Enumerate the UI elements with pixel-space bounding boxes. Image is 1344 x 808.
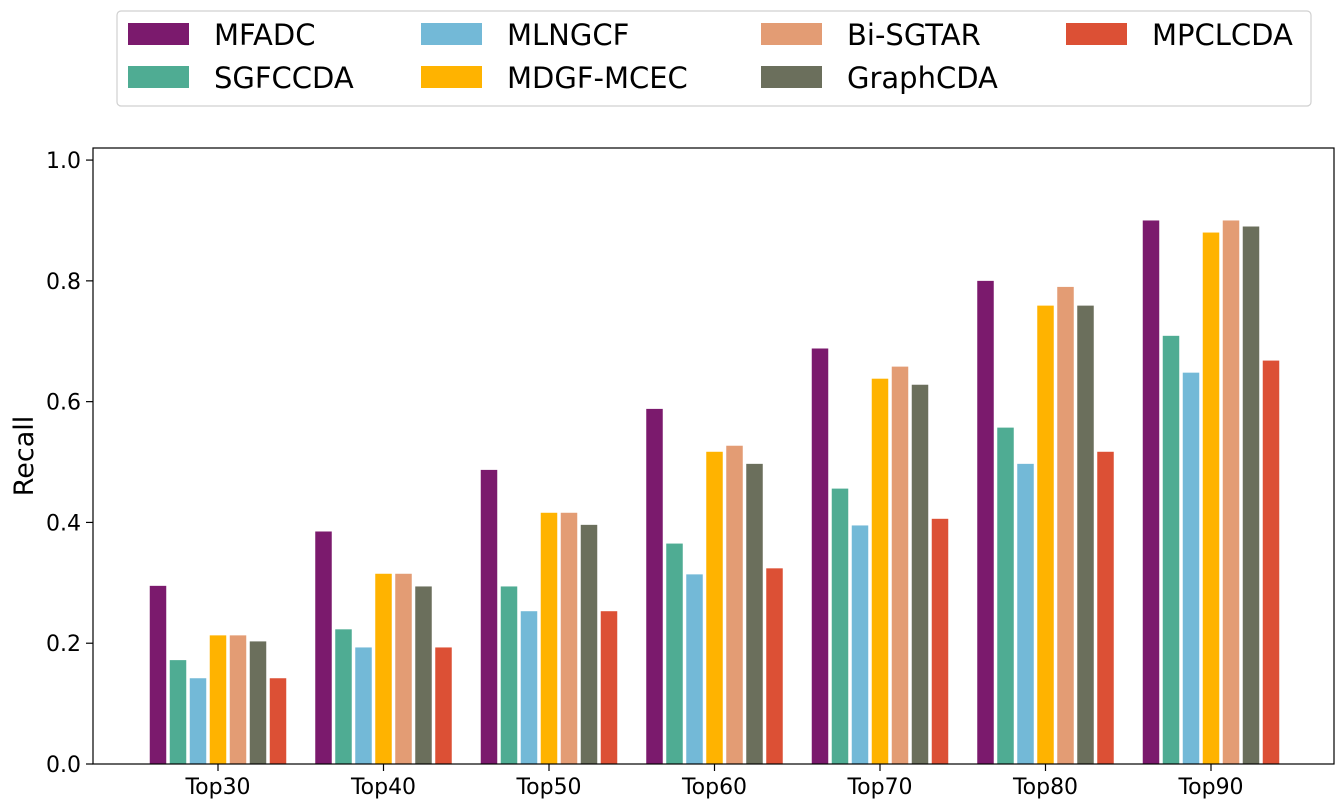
legend-label: MLNGCF xyxy=(507,18,629,52)
bar-sgfccda-top70 xyxy=(831,488,849,764)
bar-mfadc-top40 xyxy=(315,531,332,764)
x-tick-label: Top70 xyxy=(846,775,912,800)
bar-mpclcda-top90 xyxy=(1262,360,1280,764)
bar-mlngcf-top30 xyxy=(189,678,207,764)
bar-graphcda-top40 xyxy=(415,586,432,764)
bar-mlngcf-top50 xyxy=(520,611,538,764)
bar-mfadc-top70 xyxy=(811,348,829,764)
legend-swatch-sgfccda xyxy=(128,66,189,88)
bar-mdgf-mcec-top40 xyxy=(375,573,392,764)
y-tick-label: 0.6 xyxy=(46,391,81,416)
bar-mlngcf-top70 xyxy=(851,525,869,764)
bar-sgfccda-top40 xyxy=(335,629,352,764)
legend-swatch-bi-sgtar xyxy=(761,23,822,45)
y-axis-title: Recall xyxy=(9,416,40,497)
bar-sgfccda-top80 xyxy=(997,427,1014,764)
bar-graphcda-top70 xyxy=(911,384,929,764)
bar-graphcda-top30 xyxy=(249,641,267,764)
bar-sgfccda-top90 xyxy=(1162,335,1180,764)
bar-bi-sgtar-top50 xyxy=(560,512,578,764)
x-tick-label: Top50 xyxy=(515,775,581,800)
legend-label: Bi-SGTAR xyxy=(847,18,981,52)
legend-swatch-mlngcf xyxy=(421,23,482,45)
bar-mlngcf-top90 xyxy=(1182,372,1200,764)
bar-sgfccda-top60 xyxy=(666,543,683,764)
y-tick-label: 1.0 xyxy=(46,149,81,174)
x-axis: Top30 Top40 Top50 Top60 Top70 Top80 Top90 xyxy=(184,764,1244,800)
x-tick-label: Top60 xyxy=(681,775,747,800)
y-tick-label: 0.8 xyxy=(46,270,81,295)
bar-mfadc-top30 xyxy=(149,585,167,764)
bar-mpclcda-top70 xyxy=(931,518,949,764)
bar-mfadc-top60 xyxy=(646,408,663,764)
bar-mpclcda-top60 xyxy=(766,568,783,764)
legend-label: SGFCCDA xyxy=(214,61,354,95)
y-axis: 0.0 0.2 0.4 0.6 0.8 1.0 xyxy=(46,149,93,778)
bar-mdgf-mcec-top60 xyxy=(706,451,723,764)
legend-box xyxy=(116,10,1312,107)
x-tick-label: Top80 xyxy=(1012,775,1078,800)
x-tick-label: Top30 xyxy=(184,775,250,800)
legend-label: MDGF-MCEC xyxy=(507,61,688,95)
bar-bi-sgtar-top40 xyxy=(395,573,412,764)
x-tick-label: Top40 xyxy=(350,775,416,800)
bar-mlngcf-top60 xyxy=(686,574,703,764)
bar-bi-sgtar-top60 xyxy=(726,445,743,764)
legend-label: MFADC xyxy=(214,18,315,52)
legend-swatch-mpclcda xyxy=(1066,23,1127,45)
x-tick-label: Top90 xyxy=(1177,775,1243,800)
y-tick-label: 0.4 xyxy=(46,511,81,536)
bar-mfadc-top50 xyxy=(480,469,498,764)
bar-mdgf-mcec-top70 xyxy=(871,378,889,764)
bar-mfadc-top80 xyxy=(977,280,994,764)
bar-graphcda-top90 xyxy=(1242,226,1260,764)
legend: MFADC SGFCCDA MLNGCF MDGF-MCEC Bi-SGTAR Graph… xyxy=(116,10,1312,107)
bar-sgfccda-top50 xyxy=(500,586,518,764)
bar-bi-sgtar-top30 xyxy=(229,635,247,764)
bar-mpclcda-top40 xyxy=(435,647,452,764)
bar-bi-sgtar-top80 xyxy=(1057,286,1074,764)
legend-label: GraphCDA xyxy=(847,61,998,95)
bar-mdgf-mcec-top30 xyxy=(209,635,227,764)
bar-mfadc-top90 xyxy=(1142,220,1160,764)
legend-swatch-mdgf-mcec xyxy=(421,66,482,88)
bar-mdgf-mcec-top80 xyxy=(1037,305,1054,764)
bar-mdgf-mcec-top50 xyxy=(540,512,558,764)
y-tick-label: 0.0 xyxy=(46,753,81,778)
bar-graphcda-top80 xyxy=(1077,305,1094,764)
plot-frame xyxy=(92,147,1335,765)
bar-mpclcda-top80 xyxy=(1097,451,1114,764)
bar-mdgf-mcec-top90 xyxy=(1202,232,1220,765)
legend-swatch-graphcda xyxy=(761,66,822,88)
bar-mlngcf-top40 xyxy=(355,647,372,764)
bar-mlngcf-top80 xyxy=(1017,463,1034,764)
y-tick-label: 0.2 xyxy=(46,632,81,657)
bar-mpclcda-top30 xyxy=(269,678,287,764)
bar-sgfccda-top30 xyxy=(169,660,187,764)
bars xyxy=(149,220,1280,765)
bar-graphcda-top60 xyxy=(746,463,763,764)
bar-bi-sgtar-top70 xyxy=(891,366,909,764)
bar-bi-sgtar-top90 xyxy=(1222,220,1240,764)
bar-graphcda-top50 xyxy=(580,524,598,764)
legend-label: MPCLCDA xyxy=(1152,18,1293,52)
legend-swatch-mfadc xyxy=(128,23,189,45)
bar-mpclcda-top50 xyxy=(600,611,618,764)
